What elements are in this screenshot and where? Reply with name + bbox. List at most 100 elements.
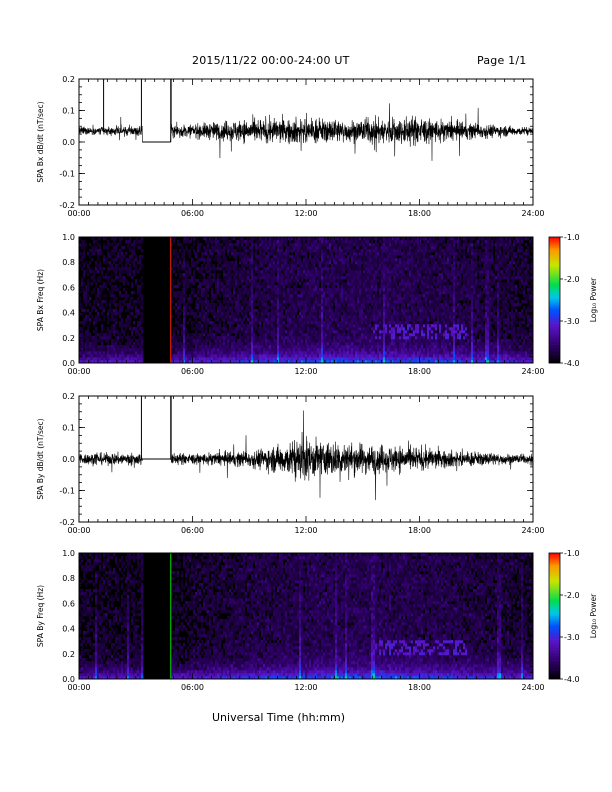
- bx-freq-power-cell: [257, 354, 260, 358]
- bx-freq-power-cell: [365, 357, 368, 361]
- bx-freq-power-cell: [221, 312, 224, 316]
- bx-freq-power-cell: [95, 246, 98, 250]
- bx-freq-power-cell: [307, 339, 310, 343]
- bx-freq-power-cell: [199, 324, 202, 328]
- bx-freq-power-cell: [291, 246, 294, 250]
- bx-freq-power-cell: [293, 330, 296, 334]
- bx-freq-power-cell: [373, 237, 376, 241]
- bx-freq-power-cell: [321, 276, 324, 280]
- bx-freq-power-cell: [217, 252, 220, 256]
- bx-freq-power-cell: [323, 351, 326, 355]
- bx-freq-power-cell: [281, 330, 284, 334]
- bx-freq-power-cell: [365, 282, 368, 286]
- bx-freq-power-cell: [351, 351, 354, 355]
- bx-freq-power-cell: [195, 330, 198, 334]
- bx-freq-power-cell: [113, 252, 116, 256]
- bx-freq-power-cell: [115, 288, 118, 292]
- bx-freq-power-cell: [377, 309, 380, 313]
- bx-freq-power-cell: [353, 276, 356, 280]
- bx-freq-power-cell: [253, 294, 256, 298]
- bx-freq-power-cell: [183, 345, 186, 349]
- bx-freq-power-cell: [277, 345, 280, 349]
- bx-freq-power-cell: [233, 345, 236, 349]
- bx-freq-power-cell: [351, 339, 354, 343]
- bx-freq-power-cell: [375, 249, 378, 253]
- bx-freq-power-cell: [217, 282, 220, 286]
- bx-freq-power-cell: [327, 342, 330, 346]
- bx-freq-power-cell: [229, 294, 232, 298]
- bx-freq-power-cell: [213, 279, 216, 283]
- bx-freq-power-cell: [327, 273, 330, 277]
- bx-freq-power-cell: [95, 342, 98, 346]
- bx-freq-power-cell: [221, 348, 224, 352]
- bx-freq-power-cell: [255, 261, 258, 265]
- bx-freq-power-cell: [347, 240, 350, 244]
- bx-freq-power-cell: [117, 351, 120, 355]
- bx-freq-power-cell: [377, 294, 380, 298]
- bx-freq-power-cell: [197, 270, 200, 274]
- bx-freq-power-cell: [343, 321, 346, 325]
- bx-freq-power-cell: [111, 330, 114, 334]
- bx-freq-power-cell: [241, 240, 244, 244]
- bx-freq-power-cell: [181, 261, 184, 265]
- bx-freq-power-cell: [171, 279, 174, 283]
- bx-freq-power-cell: [313, 258, 316, 262]
- bx-freq-power-cell: [323, 255, 326, 259]
- bx-freq-power-cell: [269, 273, 272, 277]
- bx-freq-power-cell: [233, 273, 236, 277]
- bx-freq-power-cell: [229, 336, 232, 340]
- bx-freq-power-cell: [83, 276, 86, 280]
- bx-freq-power-cell: [339, 321, 342, 325]
- bx-freq-power-cell: [233, 276, 236, 280]
- bx-freq-power-cell: [219, 345, 222, 349]
- bx-freq-power-cell: [83, 240, 86, 244]
- bx-freq-power-cell: [369, 357, 372, 361]
- bx-freq-power-cell: [315, 327, 318, 331]
- bx-freq-power-cell: [215, 360, 218, 364]
- bx-freq-power-cell: [373, 336, 376, 340]
- bx-freq-power-cell: [281, 318, 284, 322]
- bx-freq-power-cell: [317, 309, 320, 313]
- bx-freq-power-cell: [293, 345, 296, 349]
- bx-freq-power-cell: [121, 246, 124, 250]
- bx-freq-power-cell: [359, 315, 362, 319]
- bx-freq-power-cell: [185, 249, 188, 253]
- bx-freq-power-cell: [251, 294, 254, 298]
- bx-freq-power-cell: [303, 348, 306, 352]
- bx-freq-power-cell: [359, 237, 362, 241]
- bx-freq-power-cell: [369, 279, 372, 283]
- bx-freq-power-cell: [351, 258, 354, 262]
- bx-freq-power-cell: [279, 354, 282, 358]
- bx-freq-power-cell: [355, 273, 358, 277]
- bx-freq-power-cell: [311, 324, 314, 328]
- bx-freq-power-cell: [245, 342, 248, 346]
- bx-freq-power-cell: [245, 279, 248, 283]
- bx-freq-power-cell: [217, 309, 220, 313]
- bx-freq-power-cell: [341, 315, 344, 319]
- bx-freq-power-cell: [375, 327, 378, 331]
- bx-freq-power-cell: [367, 237, 370, 241]
- bx-freq-power-cell: [315, 330, 318, 334]
- bx-freq-power-cell: [373, 267, 376, 271]
- bx-freq-power-cell: [193, 336, 196, 340]
- bx-freq-power-cell: [173, 357, 176, 361]
- bx-freq-power-cell: [377, 315, 380, 319]
- bx-freq-power-cell: [325, 315, 328, 319]
- bx-freq-power-cell: [293, 249, 296, 253]
- bx-freq-power-cell: [243, 354, 246, 358]
- bx-freq-power-cell: [247, 291, 250, 295]
- bx-freq-power-cell: [375, 258, 378, 262]
- bx-freq-power-cell: [113, 324, 116, 328]
- bx-freq-power-cell: [235, 264, 238, 268]
- bx-freq-power-cell: [103, 237, 106, 241]
- bx-freq-power-cell: [249, 294, 252, 298]
- bx-freq-power-cell: [297, 333, 300, 337]
- bx-freq-power-cell: [311, 258, 314, 262]
- bx-freq-power-cell: [103, 360, 106, 364]
- bx-freq-power-cell: [375, 309, 378, 313]
- bx-freq-power-cell: [211, 306, 214, 310]
- bx-freq-power-cell: [273, 342, 276, 346]
- bx-freq-power-cell: [271, 324, 274, 328]
- bx-freq-power-cell: [127, 336, 130, 340]
- bx-freq-power-cell: [93, 348, 96, 352]
